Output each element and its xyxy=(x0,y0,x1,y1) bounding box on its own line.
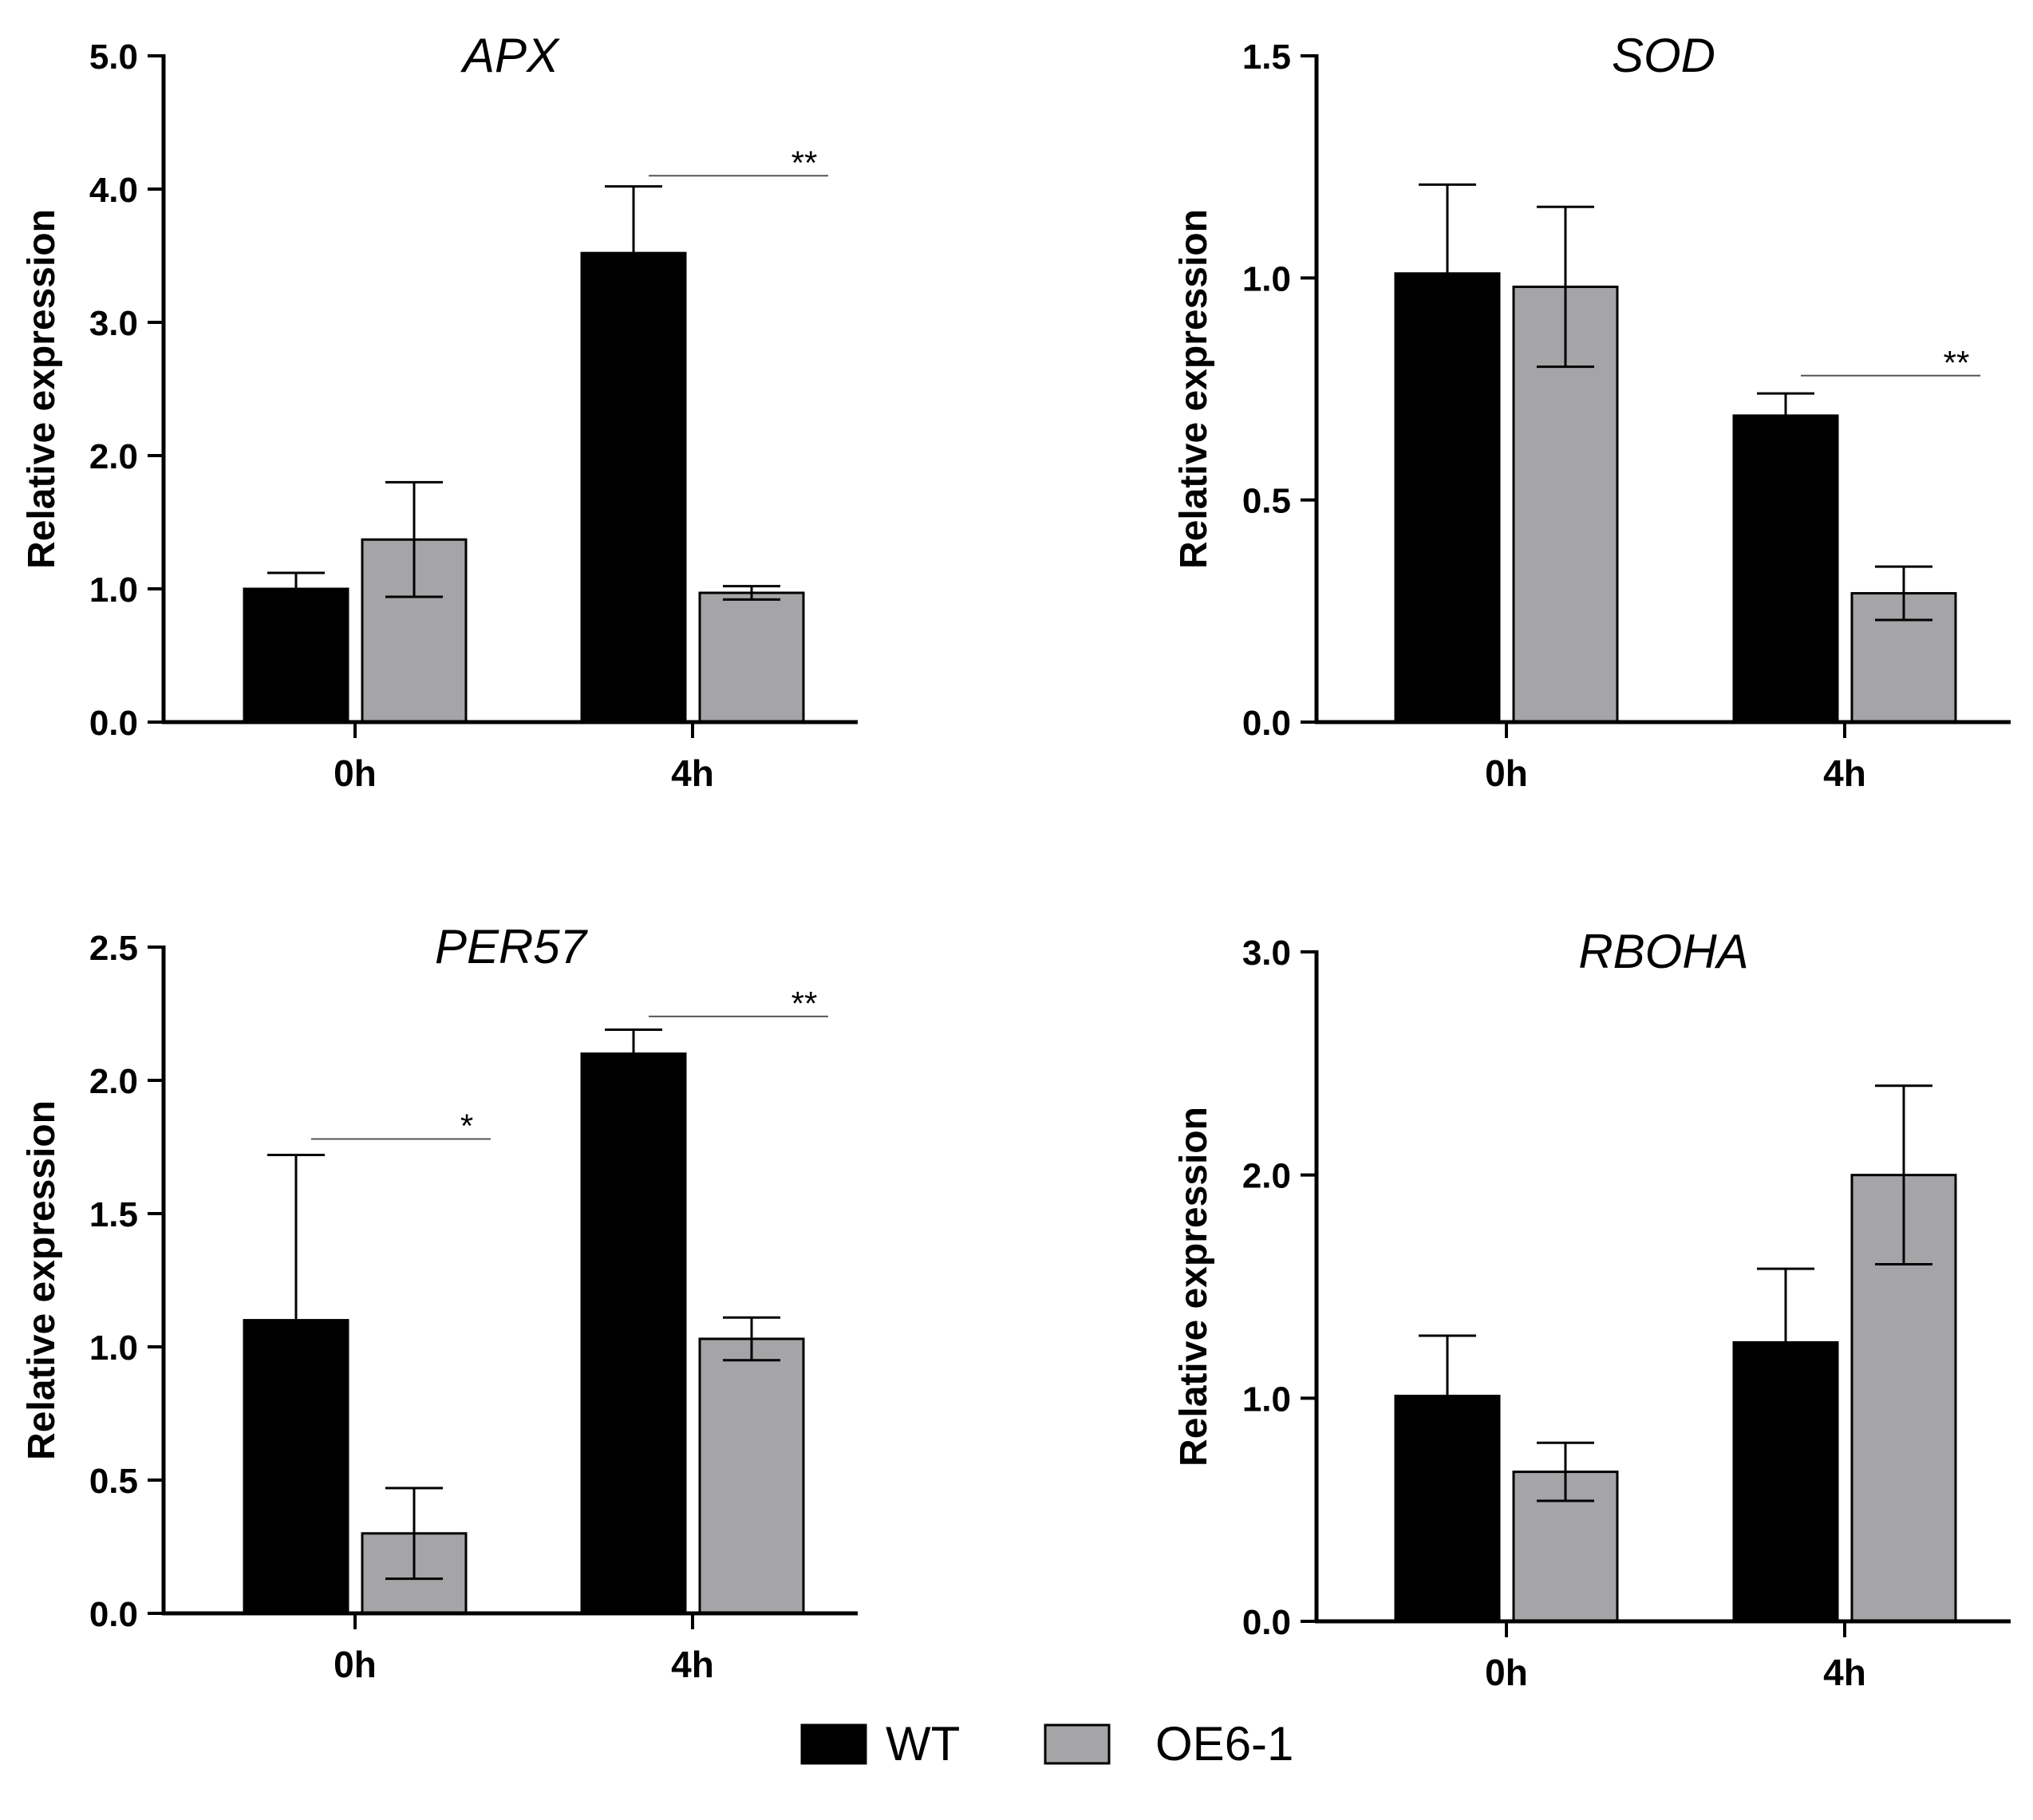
x-tick-label-rboha-0h: 0h xyxy=(1485,1652,1528,1693)
y-tick-label-per57-5: 2.5 xyxy=(89,929,138,968)
significance-label-apx-0: ** xyxy=(791,144,818,181)
y-tick-label-per57-3: 1.5 xyxy=(89,1195,138,1234)
y-tick-label-apx-3: 3.0 xyxy=(89,304,138,343)
legend: WT OE6-1 xyxy=(800,1717,1293,1771)
x-tick-label-rboha-4h: 4h xyxy=(1823,1652,1866,1693)
y-tick-label-rboha-2: 2.0 xyxy=(1242,1157,1291,1196)
y-tick-label-apx-0: 0.0 xyxy=(89,704,138,743)
y-tick-label-rboha-1: 1.0 xyxy=(1242,1380,1291,1419)
bar-apx-wt-4h xyxy=(580,251,687,724)
chart-panel-sod: SOD Relative expression 0h 4h ** 0.0 0.5 1.0 1.5 xyxy=(1173,29,2011,794)
y-tick-label-apx-4: 4.0 xyxy=(89,171,138,210)
x-tick-label-sod-0h: 0h xyxy=(1485,752,1528,794)
y-tick-label-per57-1: 0.5 xyxy=(89,1462,138,1501)
chart-title-rboha: RBOHA xyxy=(1578,925,1748,978)
bar-per57-oe6-1-4h xyxy=(698,1337,805,1615)
legend-label-wt: WT xyxy=(886,1717,960,1771)
legend-swatch-wt xyxy=(800,1723,867,1765)
y-tick-label-rboha-3: 3.0 xyxy=(1242,934,1291,973)
y-tick-label-sod-1: 0.5 xyxy=(1242,482,1291,521)
bar-apx-wt-0h xyxy=(243,587,349,724)
y-tick-label-sod-0: 0.0 xyxy=(1242,704,1291,743)
y-tick-label-sod-2: 1.0 xyxy=(1242,259,1291,298)
y-tick-label-per57-0: 0.0 xyxy=(89,1595,138,1634)
x-tick-label-apx-0h: 0h xyxy=(334,752,377,794)
x-tick-label-apx-4h: 4h xyxy=(671,752,714,794)
x-tick-label-sod-4h: 4h xyxy=(1823,752,1866,794)
significance-label-sod-0: ** xyxy=(1944,344,1970,381)
bar-per57-wt-4h xyxy=(580,1052,687,1615)
y-tick-label-apx-5: 5.0 xyxy=(89,38,138,77)
legend-swatch-oe6-1 xyxy=(1044,1723,1111,1765)
chart-title-per57: PER57 xyxy=(435,920,589,973)
bar-apx-oe6-1-4h xyxy=(698,591,805,724)
y-axis-label-sod: Relative expression xyxy=(1173,209,1215,569)
y-tick-label-rboha-0: 0.0 xyxy=(1242,1603,1291,1642)
chart-title-sod: SOD xyxy=(1612,29,1715,82)
x-tick-label-per57-4h: 4h xyxy=(671,1644,714,1685)
y-tick-label-apx-1: 1.0 xyxy=(89,570,138,610)
y-tick-label-per57-4: 2.0 xyxy=(89,1062,138,1101)
bar-sod-wt-4h xyxy=(1732,414,1839,724)
chart-panel-rboha: RBOHA Relative expression 0h 4h 0.0 1.0 2.0 3.0 xyxy=(1173,925,2011,1693)
y-axis-label-apx: Relative expression xyxy=(21,209,63,569)
y-tick-label-apx-2: 2.0 xyxy=(89,437,138,476)
significance-label-per57-1: ** xyxy=(791,985,818,1022)
chart-title-apx: APX xyxy=(460,29,560,82)
y-axis-label-rboha: Relative expression xyxy=(1173,1107,1215,1467)
y-axis-label-per57: Relative expression xyxy=(21,1100,63,1460)
y-tick-label-per57-2: 1.0 xyxy=(89,1328,138,1368)
y-tick-label-sod-3: 1.5 xyxy=(1242,38,1291,77)
legend-label-oe6-1: OE6-1 xyxy=(1155,1717,1293,1771)
significance-label-per57-0: * xyxy=(460,1107,473,1144)
x-tick-label-per57-0h: 0h xyxy=(334,1644,377,1685)
chart-panel-apx: APX Relative expression 0h 4h ** 0.0 1.0 2.0 3.0… xyxy=(21,29,858,794)
